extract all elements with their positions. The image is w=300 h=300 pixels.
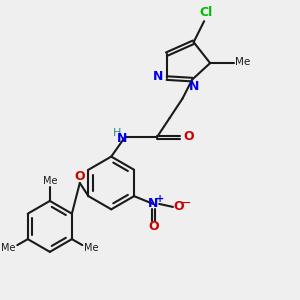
Text: Me: Me	[43, 176, 57, 187]
Text: N: N	[117, 132, 128, 146]
Text: O: O	[183, 130, 194, 143]
Text: N: N	[188, 80, 199, 93]
Text: N: N	[152, 70, 163, 83]
Text: Me: Me	[84, 243, 99, 253]
Text: −: −	[181, 197, 191, 210]
Text: +: +	[156, 194, 164, 203]
Text: Me: Me	[236, 57, 251, 67]
Text: H: H	[113, 128, 122, 138]
Text: N: N	[148, 197, 158, 210]
Text: O: O	[173, 200, 184, 213]
Text: Me: Me	[1, 243, 16, 253]
Text: O: O	[74, 170, 85, 184]
Text: Cl: Cl	[199, 6, 212, 19]
Text: O: O	[148, 220, 158, 233]
